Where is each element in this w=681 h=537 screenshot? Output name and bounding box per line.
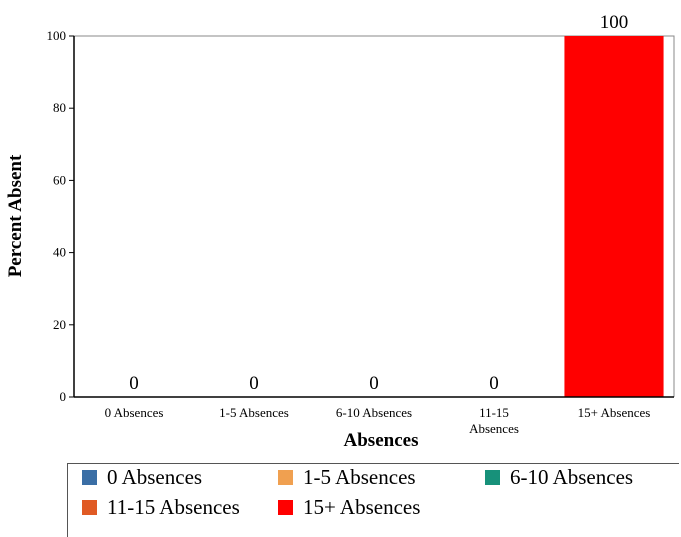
data-label: 0 (369, 373, 379, 394)
legend-item: 0 Absences (82, 465, 202, 490)
legend-item: 11-15 Absences (82, 495, 240, 520)
legend-swatch (278, 470, 293, 485)
bar (564, 36, 664, 397)
x-tick-label: 1-5 Absences (219, 405, 289, 420)
x-tick-label: 0 Absences (105, 405, 164, 420)
data-label: 0 (129, 373, 139, 394)
y-tick-label: 60 (53, 172, 66, 187)
y-tick-label: 40 (53, 245, 66, 260)
legend-label: 11-15 Absences (107, 495, 240, 519)
plot-frame (74, 35, 675, 397)
legend-swatch (82, 470, 97, 485)
data-label: 0 (249, 373, 259, 394)
y-axis-title: Percent Absent (5, 154, 26, 277)
legend-label: 1-5 Absences (303, 465, 416, 489)
legend-swatch (278, 500, 293, 515)
y-tick-label: 20 (53, 317, 66, 332)
legend: 0 Absences 1-5 Absences 6-10 Absences 11-15… (67, 463, 679, 537)
legend-item: 15+ Absences (278, 495, 420, 520)
legend-label: 15+ Absences (303, 495, 421, 519)
legend-swatch (82, 500, 97, 515)
x-tick-label: 15+ Absences (578, 405, 651, 420)
plot-area: 0 20 40 60 80 100 0 0 Absences 0 1-5 Absences 0 6-1… (47, 12, 675, 436)
y-tick-label: 0 (60, 389, 67, 404)
data-label: 0 (489, 373, 499, 394)
x-tick-label: 11-15 Absences (469, 405, 519, 436)
legend-label: 6-10 Absences (510, 465, 634, 489)
x-axis-title: Absences (344, 430, 419, 451)
legend-item: 1-5 Absences (278, 465, 416, 490)
bar-chart: 0 20 40 60 80 100 0 0 Absences 0 1-5 Absences 0 6-1… (5, 12, 675, 451)
legend-item: 6-10 Absences (485, 465, 633, 490)
y-tick-label: 80 (53, 100, 66, 115)
y-tick-label: 100 (47, 28, 67, 43)
legend-swatch (485, 470, 500, 485)
legend-label: 0 Absences (107, 465, 203, 489)
x-tick-label: 6-10 Absences (336, 405, 412, 420)
data-label: 100 (600, 12, 629, 33)
